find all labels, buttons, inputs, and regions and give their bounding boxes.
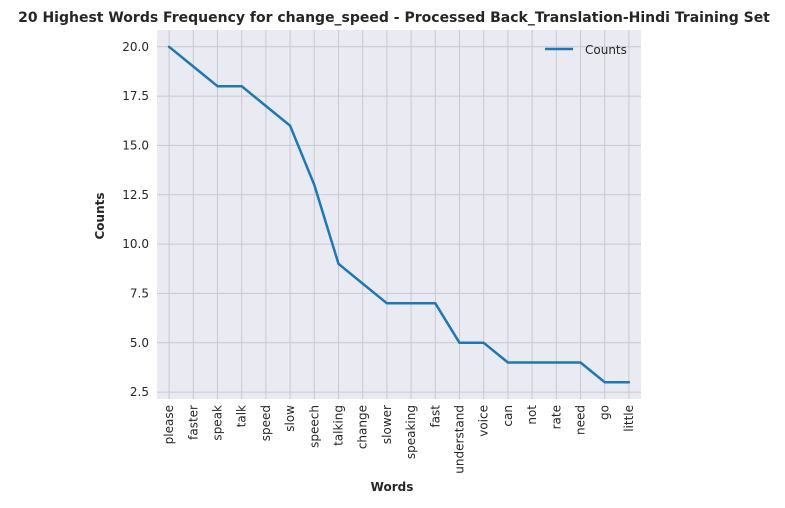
x-axis-ticks: please faster speak talk speed slow speech talk…	[162, 405, 636, 474]
x-tick-label: speaking	[404, 405, 418, 459]
y-tick-label: 20.0	[122, 40, 149, 54]
y-tick-label: 15.0	[122, 138, 149, 152]
x-tick-label: go	[598, 405, 612, 420]
x-axis-label: Words	[371, 480, 414, 494]
x-tick-label: voice	[477, 405, 491, 437]
y-tick-label: 2.5	[130, 385, 149, 399]
y-tick-label: 17.5	[122, 89, 149, 103]
x-tick-label: rate	[549, 405, 563, 429]
x-tick-label: slow	[283, 405, 297, 432]
chart-title: 20 Highest Words Frequency for change_sp…	[18, 10, 770, 26]
x-tick-label: please	[162, 405, 176, 444]
x-tick-label: little	[622, 405, 636, 432]
x-tick-label: speed	[259, 405, 273, 441]
legend-label: Counts	[585, 43, 627, 57]
y-tick-label: 10.0	[122, 237, 149, 251]
x-tick-label: need	[574, 405, 588, 435]
x-tick-label: talking	[332, 405, 346, 446]
x-tick-label: understand	[453, 405, 467, 474]
x-tick-label: faster	[186, 405, 200, 440]
y-tick-label: 12.5	[122, 188, 149, 202]
x-tick-label: speak	[211, 405, 225, 441]
x-tick-label: change	[356, 405, 370, 449]
y-tick-label: 5.0	[130, 336, 149, 350]
x-tick-label: not	[525, 405, 539, 425]
y-axis-ticks: 2.5 5.0 7.5 10.0 12.5 15.0 17.5 20.0	[122, 40, 149, 399]
x-tick-label: speech	[307, 405, 321, 448]
x-tick-label: slower	[380, 405, 394, 444]
x-tick-label: talk	[235, 405, 249, 427]
x-tick-label: can	[501, 405, 515, 427]
x-tick-label: fast	[428, 405, 442, 428]
y-axis-label: Counts	[93, 192, 107, 239]
y-tick-label: 7.5	[130, 286, 149, 300]
